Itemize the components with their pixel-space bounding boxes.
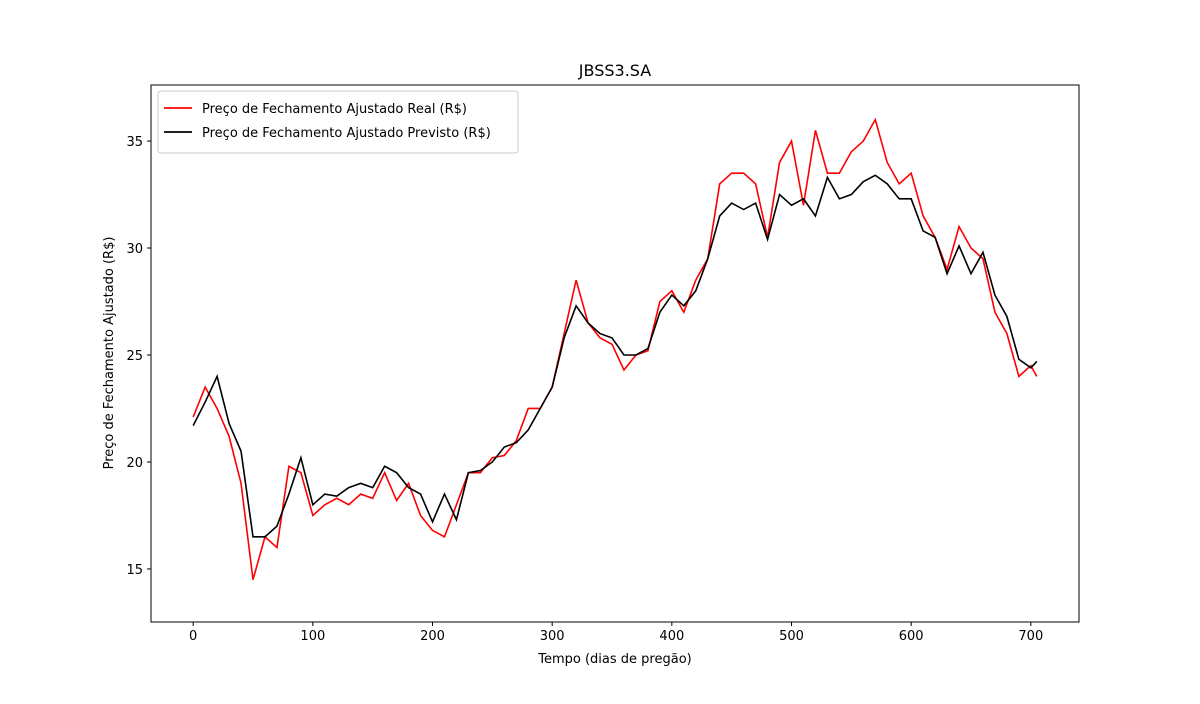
x-tick-label: 300 xyxy=(540,629,565,644)
series-line xyxy=(192,117,1038,580)
legend-box xyxy=(157,90,519,154)
x-tick-label: 0 xyxy=(189,629,197,644)
legend-label: Preço de Fechamento Ajustado Previsto (R… xyxy=(202,126,491,141)
series-line xyxy=(192,174,1038,538)
legend: Preço de Fechamento Ajustado Real (R$) Pr… xyxy=(157,90,519,154)
y-tick-label: 20 xyxy=(126,456,143,471)
y-tick-label: 25 xyxy=(126,349,143,364)
x-tick-label: 400 xyxy=(659,629,684,644)
y-tick-label: 15 xyxy=(126,563,143,578)
x-tick-label: 200 xyxy=(420,629,445,644)
x-tick-label: 700 xyxy=(1018,629,1043,644)
y-tick-label: 35 xyxy=(126,135,143,150)
x-tick-label: 100 xyxy=(300,629,325,644)
legend-label: Preço de Fechamento Ajustado Real (R$) xyxy=(202,102,467,117)
x-tick-label: 600 xyxy=(899,629,924,644)
y-axis-label: Preço de Fechamento Ajustado (R$) xyxy=(102,237,117,470)
x-tick-label: 500 xyxy=(779,629,804,644)
y-tick-label: 30 xyxy=(126,242,143,257)
plot-frame xyxy=(150,84,1080,623)
x-axis-label: Tempo (dias de pregão) xyxy=(537,652,691,667)
chart-title: JBSS3.SA xyxy=(578,61,651,80)
